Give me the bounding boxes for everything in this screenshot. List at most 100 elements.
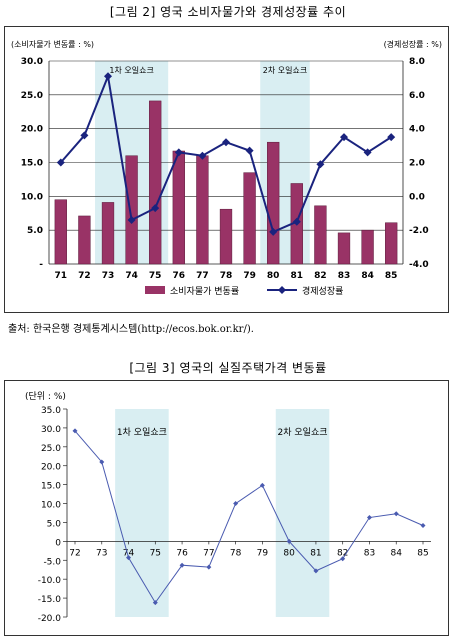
- legend-marker-gdp: [278, 286, 286, 294]
- x-tick-label: 80: [267, 271, 280, 281]
- gdp-growth-point: [340, 133, 348, 142]
- gdp-growth-point: [387, 133, 396, 142]
- x-tick-label: 85: [385, 271, 398, 281]
- y-tick-label: 20.0: [41, 463, 61, 473]
- x-tick-label: 73: [102, 271, 115, 281]
- oil-shock-band-label: 1차 오일쇼크: [109, 66, 153, 75]
- right-tick-label: -2.0: [409, 226, 429, 236]
- cpi-bar: [149, 100, 162, 265]
- cpi-bar: [196, 155, 209, 265]
- y-tick-label: -15.0: [38, 595, 62, 605]
- chart2-panel: 1차 오일쇼크 2차 오일쇼크 (단위 : %) 35.0 30.0 25.0 20.0 15…: [4, 380, 449, 636]
- legend-label-cpi: 소비자물가 변동률: [170, 286, 239, 297]
- right-tick-label: 0.0: [409, 192, 425, 202]
- house-price-point: [313, 568, 319, 574]
- cpi-bar: [267, 141, 280, 265]
- right-tick-label: -4.0: [409, 260, 429, 270]
- y-tick-label: 30.0: [41, 425, 61, 435]
- house-price-point: [233, 501, 239, 507]
- cpi-bar: [78, 215, 91, 265]
- x-tick-label: 73: [96, 548, 107, 558]
- chart1-panel: 1차 오일쇼크 2차 오일쇼크 - 5.0 10.0 15.0 20.0 25.0 30.0 -4…: [4, 26, 449, 313]
- gdp-growth-point: [292, 217, 301, 226]
- y-tick-label: 15.0: [41, 482, 61, 492]
- x-tick-label: 81: [291, 271, 304, 281]
- gdp-growth-point: [222, 138, 230, 147]
- right-tick-label: 8.0: [409, 57, 425, 67]
- x-tick-label: 82: [337, 548, 348, 558]
- left-tick-label: 25.0: [21, 91, 43, 101]
- right-tick-label: 6.0: [409, 91, 425, 101]
- left-tick-label: 10.0: [21, 192, 43, 202]
- gdp-growth-point: [151, 204, 160, 213]
- house-price-point: [393, 511, 399, 517]
- house-price-point: [99, 459, 105, 465]
- y-tick-label: 5.0: [47, 519, 62, 529]
- legend-label-gdp: 경제성장률: [302, 285, 343, 297]
- gdp-growth-point: [56, 158, 65, 167]
- x-tick-label: 84: [361, 271, 374, 281]
- gdp-growth-point: [80, 131, 89, 140]
- cpi-bar: [243, 172, 256, 265]
- house-price-point: [72, 428, 78, 434]
- gdp-growth-point: [269, 227, 278, 236]
- gdp-growth-point: [104, 72, 112, 81]
- y-tick-label: -20.0: [38, 614, 62, 624]
- x-tick-label: 83: [364, 548, 375, 558]
- house-price-line: [74, 430, 424, 604]
- gdp-growth-point: [174, 148, 183, 157]
- cpi-bar: [172, 150, 185, 265]
- cpi-bar: [125, 155, 138, 265]
- oil-shock-band-label: 2차 오일쇼크: [278, 426, 328, 438]
- x-tick-label: 85: [417, 548, 428, 558]
- chart1-svg: 1차 오일쇼크 2차 오일쇼크 - 5.0 10.0 15.0 20.0 25.0 30.0 -4…: [11, 39, 442, 297]
- y-axis-title: (단위 : %): [25, 391, 66, 402]
- x-tick-label: 76: [173, 271, 186, 281]
- x-tick-label: 79: [243, 271, 256, 281]
- house-price-point: [420, 522, 426, 528]
- figure2-title: [그림 3] 영국의 실질주택가격 변동률: [129, 361, 327, 375]
- x-tick-label: 78: [220, 271, 233, 281]
- left-axis-title: (소비자물가 변동률 : %): [11, 39, 94, 49]
- x-tick-label: 84: [391, 548, 403, 558]
- x-tick-label: 82: [314, 271, 327, 281]
- chart2-svg: 1차 오일쇼크 2차 오일쇼크 (단위 : %) 35.0 30.0 25.0 20.0 15…: [25, 391, 431, 624]
- left-tick-label: 20.0: [21, 125, 43, 135]
- house-price-point: [286, 538, 292, 544]
- cpi-bar: [337, 232, 351, 265]
- house-price-point: [179, 562, 185, 568]
- house-price-point: [366, 515, 372, 521]
- x-tick-label: 75: [150, 548, 161, 558]
- gdp-growth-point: [127, 216, 136, 225]
- house-price-point: [206, 564, 212, 570]
- oil-shock-band-label: 1차 오일쇼크: [117, 426, 167, 438]
- cpi-bar: [219, 208, 233, 265]
- x-tick-label: 72: [69, 548, 80, 558]
- gdp-growth-point: [316, 160, 325, 169]
- cpi-bar: [101, 202, 115, 265]
- x-tick-label: 77: [203, 548, 214, 558]
- x-tick-label: 81: [310, 548, 321, 558]
- y-tick-label: 25.0: [41, 444, 61, 454]
- source-note: 출처: 한국은행 경제통계시스템(http://ecos.bok.or.kr/)…: [8, 324, 254, 335]
- left-tick-label: 30.0: [21, 57, 43, 67]
- x-tick-label: 75: [149, 271, 162, 281]
- x-tick-label: 79: [257, 548, 269, 558]
- gdp-growth-point: [245, 146, 254, 155]
- house-price-point: [126, 555, 132, 561]
- cpi-bar: [385, 222, 398, 265]
- oil-shock-band: [275, 409, 330, 617]
- legend-swatch-cpi: [145, 286, 165, 294]
- cpi-bar: [54, 199, 67, 265]
- x-tick-label: 77: [196, 271, 209, 281]
- x-tick-label: 80: [283, 548, 295, 558]
- house-price-point: [340, 556, 346, 562]
- right-tick-label: 4.0: [409, 125, 425, 135]
- x-tick-label: 83: [338, 271, 351, 281]
- figure1-title: [그림 2] 영국 소비자물가와 경제성장률 추이: [109, 5, 347, 19]
- cpi-bar: [314, 205, 327, 265]
- y-tick-label: -10.0: [38, 576, 62, 586]
- right-tick-label: 2.0: [409, 159, 425, 169]
- x-tick-label: 74: [123, 548, 135, 558]
- right-axis-title: (경제성장률 : %): [384, 39, 442, 49]
